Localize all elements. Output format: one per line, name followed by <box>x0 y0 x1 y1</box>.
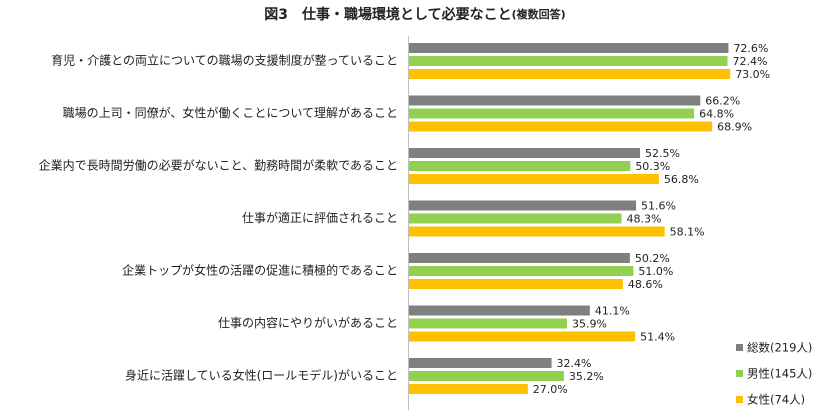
category-label: 企業トップが女性の活躍の促進に積極的であること <box>122 263 398 278</box>
bar <box>409 56 728 66</box>
value-label: 35.9% <box>572 318 607 331</box>
value-label: 27.0% <box>533 383 568 396</box>
bar <box>409 148 640 158</box>
bar <box>409 69 731 79</box>
bar <box>409 108 695 119</box>
value-label: 50.2% <box>635 252 670 265</box>
bar <box>409 318 567 329</box>
bar <box>409 331 636 342</box>
value-label: 51.6% <box>641 200 676 213</box>
legend-label: 男性(145人) <box>747 367 812 381</box>
value-label: 52.5% <box>645 147 680 160</box>
value-label: 48.3% <box>627 213 662 226</box>
value-label: 64.8% <box>699 108 734 121</box>
legend-swatch <box>736 396 743 403</box>
bar <box>409 161 631 171</box>
bar <box>409 371 564 381</box>
legend-swatch <box>736 370 743 377</box>
bar <box>409 358 552 368</box>
value-label: 32.4% <box>557 357 592 370</box>
bar <box>409 200 637 211</box>
chart-title: 図3 仕事・職場環境として必要なこと <box>264 6 511 23</box>
value-label: 58.1% <box>670 226 705 239</box>
category-label: 仕事の内容にやりがいがあること <box>218 315 398 330</box>
bar <box>409 43 729 53</box>
category-label: 身近に活躍している女性(ロールモデル)がいること <box>125 368 398 383</box>
category-label: 仕事が適正に評価されること <box>242 210 398 225</box>
value-label: 72.4% <box>733 55 768 68</box>
bar <box>409 305 590 316</box>
chart-subtitle: (複数回答) <box>512 7 566 21</box>
bar <box>409 226 665 237</box>
value-label: 35.2% <box>569 370 604 383</box>
value-label: 66.2% <box>705 95 740 108</box>
value-label: 51.0% <box>638 265 673 278</box>
category-label: 企業内で長時間労働の必要がないこと、勤務時間が柔軟であること <box>39 158 398 173</box>
bar <box>409 279 623 289</box>
value-label: 68.9% <box>717 121 752 134</box>
value-label: 72.6% <box>733 42 768 55</box>
value-label: 51.4% <box>640 331 675 344</box>
bar <box>409 253 630 263</box>
value-label: 48.6% <box>628 278 663 291</box>
value-label: 41.1% <box>595 305 630 318</box>
category-label: 育児・介護との両立についての職場の支援制度が整っていること <box>51 53 398 68</box>
bar <box>409 121 713 132</box>
value-label: 73.0% <box>735 68 770 81</box>
bar <box>409 95 701 106</box>
bar <box>409 174 659 184</box>
legend-swatch <box>736 344 743 351</box>
bar <box>409 213 622 224</box>
category-label: 職場の上司・同僚が、女性が働くことについて理解があること <box>63 105 398 120</box>
chart-title-group: 図3 仕事・職場環境として必要なこと(複数回答) <box>264 6 565 23</box>
bar <box>409 266 634 276</box>
bar <box>409 384 528 394</box>
legend-label: 総数(219人) <box>747 341 812 355</box>
legend-label: 女性(74人) <box>747 393 805 407</box>
value-label: 50.3% <box>635 160 670 173</box>
value-label: 56.8% <box>664 173 699 186</box>
